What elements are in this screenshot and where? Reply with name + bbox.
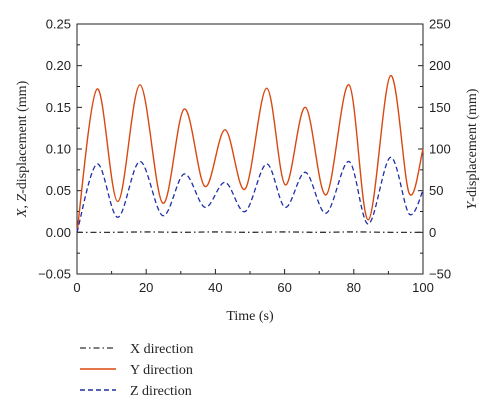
series-z-direction xyxy=(76,156,424,233)
legend-label-y: Y direction xyxy=(130,363,193,378)
tick-labels: 0 20 40 60 80 100 −0.05 0.00 0.05 0.10 0.15 0.20 0.2… xyxy=(38,17,451,296)
y-right-axis-title-var: Y xyxy=(465,199,480,209)
y-left-tick-label: 0.15 xyxy=(46,100,71,115)
y-right-tick-label: 200 xyxy=(429,58,451,73)
y-left-tick-label: 0.25 xyxy=(46,17,71,32)
x-tick-label: 100 xyxy=(412,280,434,295)
x-tick-label: 0 xyxy=(73,280,80,295)
y-right-tick-label: 0 xyxy=(429,225,436,240)
y-right-axis-title: Y-displacement (mm) xyxy=(465,88,480,209)
y-left-tick-label: 0.00 xyxy=(46,225,71,240)
axis-ticks xyxy=(76,23,424,275)
series-lines xyxy=(76,74,424,234)
y-left-axis-title-rest: -displacement (mm) xyxy=(15,80,30,193)
y-left-axis-title: X, Z-displacement (mm) xyxy=(15,80,30,218)
legend-label-x: X direction xyxy=(130,342,193,357)
legend: X direction Y direction Z direction xyxy=(80,342,193,399)
x-tick-label: 80 xyxy=(347,280,361,295)
y-left-tick-label: 0.10 xyxy=(46,142,71,157)
y-left-tick-label: −0.05 xyxy=(38,267,71,282)
y-right-tick-label: 250 xyxy=(429,17,451,32)
y-left-tick-label: 0.20 xyxy=(46,58,71,73)
y-right-tick-label: −50 xyxy=(429,267,451,282)
y-left-tick-label: 0.05 xyxy=(46,183,71,198)
series-y-direction xyxy=(76,74,424,233)
plot-frame xyxy=(76,23,424,275)
y-right-tick-label: 50 xyxy=(429,183,443,198)
x-tick-label: 20 xyxy=(139,280,153,295)
y-right-tick-label: 150 xyxy=(429,100,451,115)
y-right-axis-title-rest: -displacement (mm) xyxy=(465,88,480,201)
x-tick-label: 40 xyxy=(208,280,222,295)
y-right-tick-label: 100 xyxy=(429,142,451,157)
legend-label-z: Z direction xyxy=(130,384,192,399)
x-tick-label: 60 xyxy=(277,280,291,295)
y-left-axis-title-var: X, Z xyxy=(15,194,30,219)
x-axis-title: Time (s) xyxy=(226,309,274,324)
